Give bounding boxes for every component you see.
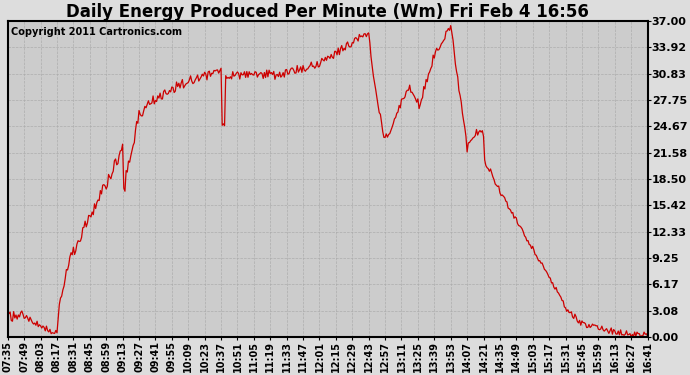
Title: Daily Energy Produced Per Minute (Wm) Fri Feb 4 16:56: Daily Energy Produced Per Minute (Wm) Fr… [66,3,589,21]
Text: Copyright 2011 Cartronics.com: Copyright 2011 Cartronics.com [11,27,182,37]
